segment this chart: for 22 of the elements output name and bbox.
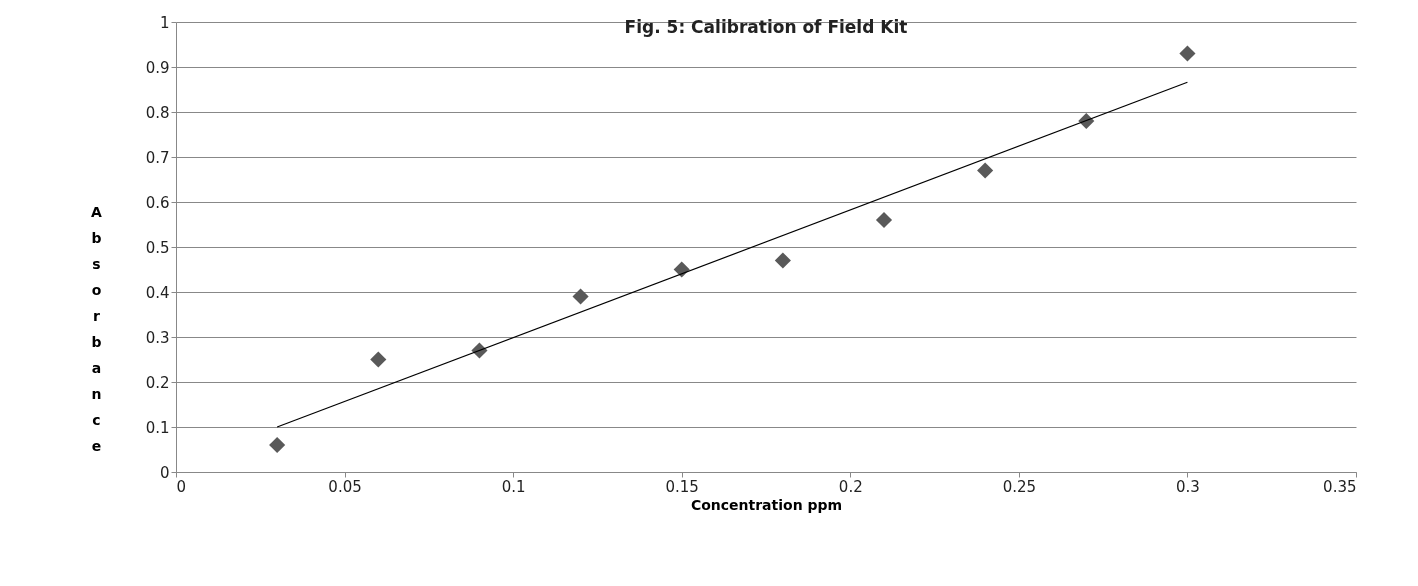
chart-title: Fig. 5: Calibration of Field Kit (624, 17, 908, 37)
y-tick-label: 0.9 (145, 58, 170, 77)
x-tick-label: 0.2 (838, 477, 863, 496)
x-tick-label: 0.35 (1323, 477, 1357, 496)
x-tick-label: 0.25 (1002, 477, 1037, 496)
y-tick-label: 0 (159, 463, 170, 482)
text: Absorbance (91, 203, 102, 454)
y-tick-label: 0.7 (145, 148, 170, 167)
x-tick-label: 0.3 (1176, 477, 1200, 496)
x-axis-title: Concentration ppm (690, 496, 843, 513)
x-tick-label: 0 (176, 477, 187, 496)
y-tick-label: 0.6 (145, 193, 170, 212)
x-tick-label: 0.05 (328, 477, 362, 496)
x-tick-label: 0.1 (501, 477, 526, 496)
y-tick-label: 0.8 (145, 103, 170, 122)
y-tick-label: 0.1 (145, 418, 170, 437)
x-tick-label: 0.15 (665, 477, 699, 496)
y-tick-label: 0.5 (145, 238, 170, 257)
y-tick-label: 1 (159, 13, 170, 32)
y-tick-label: 0.3 (145, 328, 170, 347)
y-tick-label: 0.4 (145, 283, 170, 302)
y-tick-label: 0.2 (145, 373, 170, 392)
